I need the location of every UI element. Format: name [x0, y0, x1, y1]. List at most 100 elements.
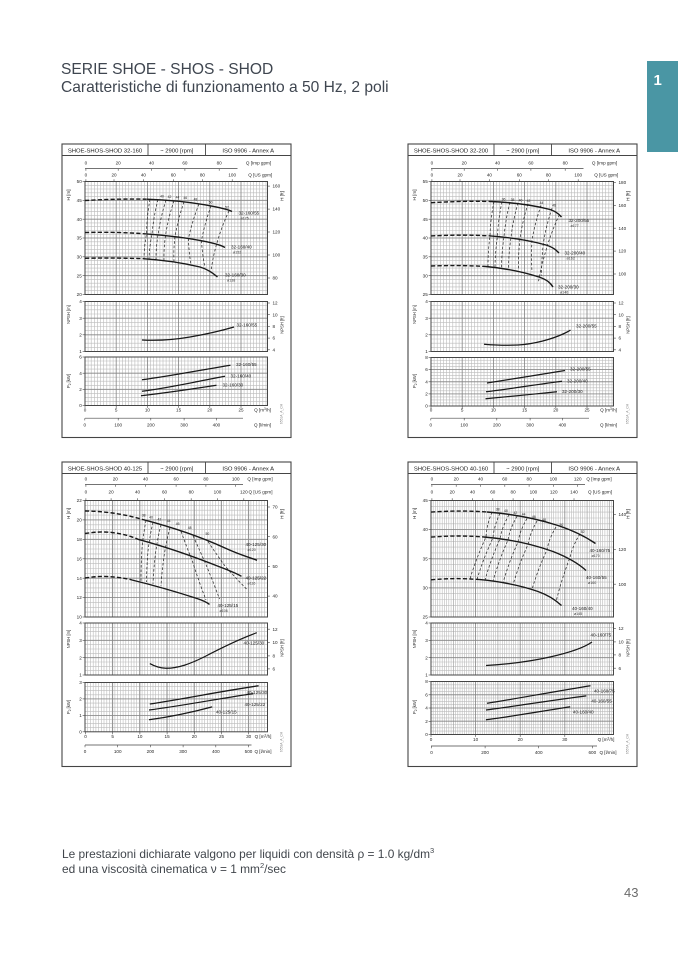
svg-text:20: 20 — [77, 518, 83, 523]
svg-text:400: 400 — [559, 422, 567, 427]
svg-text:160: 160 — [619, 203, 627, 208]
svg-text:100: 100 — [530, 490, 538, 495]
svg-text:60: 60 — [162, 490, 168, 495]
svg-text:40: 40 — [149, 161, 155, 166]
svg-text:38: 38 — [496, 508, 500, 512]
svg-text:40: 40 — [149, 516, 153, 520]
svg-text:4: 4 — [425, 621, 428, 626]
svg-text:12: 12 — [273, 627, 279, 632]
svg-text:Q [Imp gpm]: Q [Imp gpm] — [592, 161, 617, 166]
svg-text:3: 3 — [79, 316, 82, 321]
svg-text:400: 400 — [535, 750, 543, 755]
svg-text:20: 20 — [454, 477, 460, 482]
svg-text:NPSH [m]: NPSH [m] — [412, 630, 417, 649]
svg-text:NPSH [ft]: NPSH [ft] — [280, 639, 285, 656]
svg-text:70: 70 — [273, 505, 279, 510]
svg-text:80: 80 — [563, 161, 569, 166]
svg-text:2: 2 — [79, 697, 82, 702]
svg-text:Q [US gpm]: Q [US gpm] — [588, 490, 612, 495]
svg-text:38: 38 — [142, 513, 146, 517]
svg-text:0: 0 — [79, 729, 82, 734]
svg-text:H [ft]: H [ft] — [626, 191, 631, 201]
svg-text:3: 3 — [79, 680, 82, 685]
svg-text:0: 0 — [425, 404, 428, 409]
svg-text:SHOE-SHOS-SHOD 40-160: SHOE-SHOS-SHOD 40-160 — [414, 466, 489, 472]
svg-text:6551A_A_CH: 6551A_A_CH — [280, 403, 284, 424]
svg-text:6553A_A_CH: 6553A_A_CH — [280, 731, 284, 752]
svg-text:ø170: ø170 — [592, 554, 600, 558]
svg-text:40: 40 — [143, 477, 149, 482]
svg-text:100: 100 — [114, 422, 122, 427]
svg-text:5: 5 — [111, 734, 114, 739]
svg-text:140: 140 — [273, 207, 281, 212]
svg-text:30: 30 — [423, 586, 429, 591]
svg-text:52: 52 — [581, 530, 585, 534]
svg-text:100: 100 — [550, 477, 558, 482]
svg-text:32-200/30: 32-200/30 — [558, 285, 579, 290]
svg-text:46: 46 — [552, 204, 556, 208]
svg-text:32-160/55: 32-160/55 — [239, 211, 260, 216]
svg-text:NPSH [m]: NPSH [m] — [412, 305, 417, 324]
svg-text:36: 36 — [502, 197, 506, 201]
svg-text:32-160/55: 32-160/55 — [237, 323, 258, 328]
svg-text:4: 4 — [425, 379, 428, 384]
svg-text:14: 14 — [77, 576, 83, 581]
svg-text:32-200/55: 32-200/55 — [570, 367, 591, 372]
svg-text:Q [m3/h]: Q [m3/h] — [254, 407, 271, 413]
svg-text:H [ft]: H [ft] — [280, 509, 285, 519]
svg-text:40: 40 — [478, 477, 484, 482]
svg-text:80: 80 — [273, 276, 279, 281]
svg-text:35: 35 — [423, 254, 429, 259]
svg-text:140: 140 — [570, 490, 578, 495]
svg-text:200: 200 — [147, 749, 155, 754]
svg-text:40-160/75: 40-160/75 — [591, 632, 612, 637]
svg-text:80: 80 — [527, 477, 533, 482]
svg-text:50: 50 — [560, 523, 564, 527]
svg-text:140: 140 — [619, 226, 627, 231]
svg-text:1: 1 — [425, 673, 428, 678]
svg-text:60: 60 — [273, 534, 279, 539]
svg-text:300: 300 — [179, 749, 187, 754]
svg-text:8: 8 — [425, 355, 428, 360]
svg-text:48: 48 — [194, 197, 198, 201]
svg-text:40-160/55: 40-160/55 — [586, 575, 607, 580]
svg-text:4: 4 — [79, 299, 82, 304]
svg-text:40: 40 — [423, 527, 429, 532]
svg-text:50: 50 — [423, 198, 429, 203]
svg-text:32-160/30: 32-160/30 — [223, 383, 244, 388]
svg-text:0: 0 — [85, 172, 88, 177]
svg-text:Q [l/min]: Q [l/min] — [254, 422, 271, 427]
svg-text:2: 2 — [425, 719, 428, 724]
svg-text:20: 20 — [207, 408, 213, 413]
svg-text:40-125/30: 40-125/30 — [246, 542, 267, 547]
svg-text:8: 8 — [619, 653, 622, 658]
svg-text:40: 40 — [141, 172, 147, 177]
svg-text:2: 2 — [425, 392, 428, 397]
svg-text:20: 20 — [450, 490, 456, 495]
svg-text:ISO 9906 - Annex A: ISO 9906 - Annex A — [568, 148, 620, 154]
svg-text:44: 44 — [167, 519, 171, 523]
svg-text:8: 8 — [425, 679, 428, 684]
svg-text:40-125/15: 40-125/15 — [216, 710, 237, 715]
svg-text:12: 12 — [77, 595, 83, 600]
svg-text:40: 40 — [273, 594, 279, 599]
svg-text:120: 120 — [574, 477, 582, 482]
svg-text:0: 0 — [430, 750, 433, 755]
svg-text:25: 25 — [238, 408, 244, 413]
svg-text:~ 2900 [rpm]: ~ 2900 [rpm] — [506, 148, 540, 154]
svg-text:20: 20 — [77, 292, 83, 297]
svg-text:10: 10 — [273, 640, 279, 645]
svg-text:25: 25 — [584, 408, 590, 413]
svg-text:2: 2 — [425, 655, 428, 660]
svg-text:40: 40 — [135, 490, 141, 495]
svg-text:40: 40 — [423, 236, 429, 241]
svg-text:H [m]: H [m] — [66, 508, 71, 519]
svg-text:35: 35 — [423, 556, 429, 561]
svg-text:44: 44 — [176, 196, 180, 200]
svg-text:32-200/55: 32-200/55 — [576, 324, 597, 329]
svg-text:40: 40 — [504, 509, 508, 513]
svg-text:2: 2 — [79, 332, 82, 337]
svg-text:0: 0 — [84, 408, 87, 413]
svg-text:16: 16 — [77, 556, 83, 561]
svg-text:SHOE-SHOS-SHOD 32-200: SHOE-SHOS-SHOD 32-200 — [414, 148, 489, 154]
